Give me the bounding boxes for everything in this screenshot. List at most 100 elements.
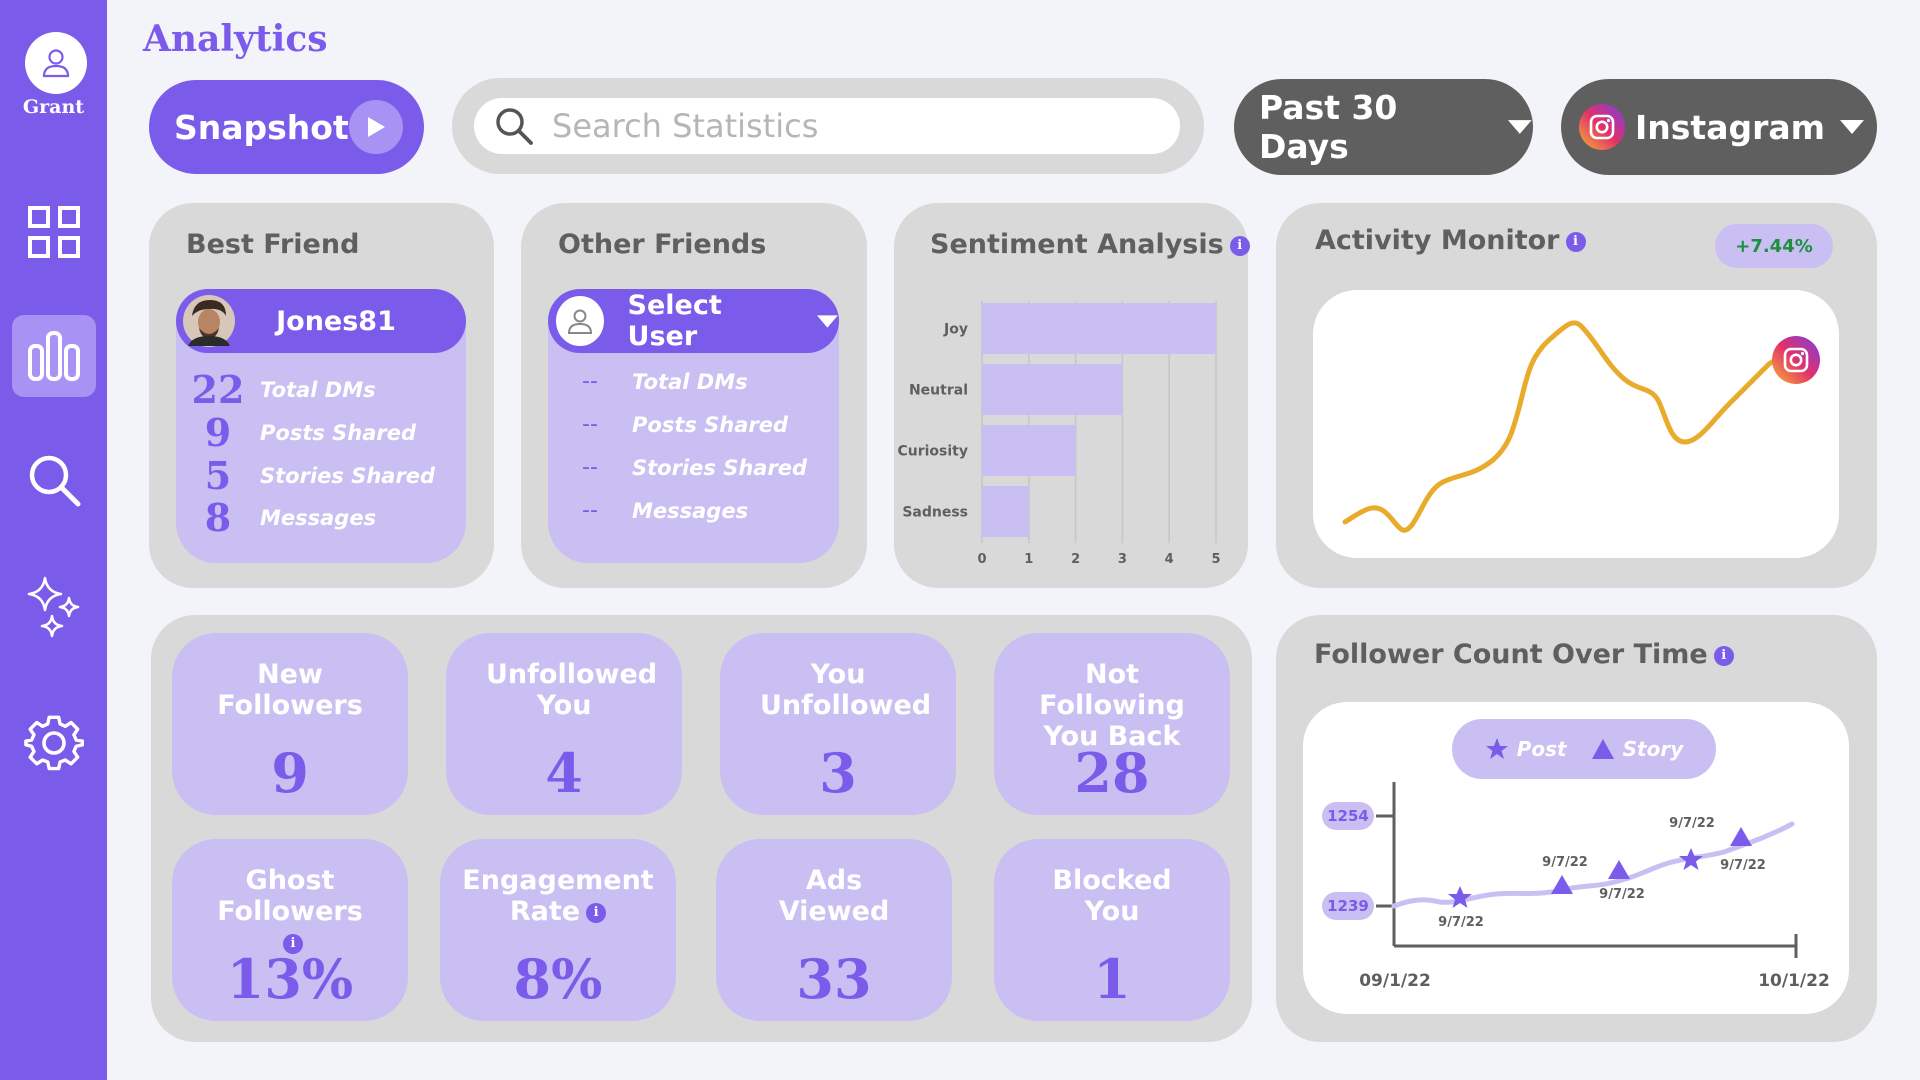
info-icon[interactable]: i — [586, 902, 607, 923]
search-field[interactable] — [474, 98, 1180, 154]
stat-row: -- Messages — [548, 498, 748, 523]
friend-avatar — [183, 295, 235, 347]
stat-row: -- Posts Shared — [548, 412, 788, 437]
stat-value: -- — [582, 412, 598, 437]
x-tick-label: 2 — [1071, 552, 1080, 567]
stat-label: Stories Shared — [632, 455, 808, 480]
star-icon — [1485, 738, 1508, 759]
x-tick-label: 1 — [1024, 552, 1033, 567]
marker-triangle — [1551, 875, 1573, 894]
chevron-down-icon — [1840, 120, 1865, 134]
category-label: Sadness — [902, 505, 968, 521]
stat-value: 22 — [191, 367, 245, 412]
follower-line-chart: 9/7/22 9/7/22 9/7/22 9/7/22 9/7/22 09/1/… — [1359, 782, 1830, 991]
sidebar-item-magic[interactable] — [0, 576, 107, 642]
tile-label: Unfollowed You — [486, 659, 658, 721]
other-friends-title: Other Friends — [558, 229, 767, 260]
tile-new-followers[interactable]: New Followers 9 — [172, 633, 408, 815]
legend-post: Post — [1485, 737, 1567, 761]
info-icon[interactable]: i — [283, 933, 303, 954]
user-name: Grant — [22, 96, 85, 118]
marker-triangle — [1608, 860, 1630, 879]
period-dropdown[interactable]: Past 30 Days — [1234, 79, 1533, 175]
tile-unfollowed-you[interactable]: Unfollowed You 4 — [446, 633, 682, 815]
user-icon — [42, 49, 70, 78]
grid-icon — [27, 206, 80, 258]
info-icon[interactable]: i — [1229, 235, 1250, 256]
tile-value: 28 — [1074, 741, 1150, 805]
stat-row: -- Stories Shared — [548, 455, 807, 480]
tile-engagement-rate[interactable]: Engagement Rate i 8% — [440, 839, 676, 1021]
stat-row: -- Total DMs — [548, 369, 748, 394]
search-input[interactable] — [552, 107, 1112, 145]
y-axis-high: 1254 — [1322, 802, 1374, 830]
bar-curiosity — [982, 425, 1076, 476]
sidebar-item-settings[interactable] — [0, 713, 107, 773]
stat-label: Posts Shared — [260, 420, 417, 445]
sidebar-item-analytics-icon-wrap — [0, 330, 107, 382]
play-icon — [349, 100, 403, 154]
activity-chart-panel — [1313, 290, 1839, 558]
sentiment-title-text: Sentiment Analysis — [930, 229, 1224, 260]
stat-row: 9 Posts Shared — [176, 410, 416, 455]
bar-neutral — [982, 364, 1123, 415]
sidebar: Grant — [0, 0, 107, 1080]
platform-label: Instagram — [1635, 107, 1826, 147]
tile-ghost-followers[interactable]: Ghost Followers i 13% — [172, 839, 408, 1021]
platform-dropdown[interactable]: Instagram — [1561, 79, 1877, 175]
category-label: Joy — [943, 322, 968, 338]
snapshot-button[interactable]: Snapshot — [149, 80, 424, 174]
marker-triangle — [1730, 827, 1752, 846]
user-placeholder-avatar — [556, 296, 604, 346]
best-friend-header[interactable]: Jones81 — [176, 289, 466, 353]
info-icon[interactable]: i — [1565, 231, 1586, 252]
sidebar-item-analytics[interactable] — [12, 315, 96, 397]
stat-value: 8 — [204, 495, 232, 540]
sparkles-icon — [27, 576, 79, 638]
user-icon — [567, 309, 592, 334]
activity-line — [1342, 320, 1786, 533]
tile-label: Ghost Followers i — [172, 865, 408, 958]
search-bar — [452, 78, 1204, 174]
sidebar-item-search[interactable] — [0, 452, 107, 508]
best-friend-name: Jones81 — [276, 305, 396, 337]
follower-line — [1391, 821, 1795, 909]
select-user-dropdown[interactable]: Select User — [548, 289, 839, 353]
sidebar-item-dashboard[interactable] — [0, 205, 107, 259]
stat-value: -- — [582, 455, 598, 480]
activity-card: Activity Monitor i — [1276, 203, 1877, 588]
gear-icon — [23, 715, 84, 771]
legend-story: Story — [1591, 737, 1683, 761]
best-friend-panel: Jones81 22 Total DMs 9 Posts Shared 5 St… — [176, 289, 466, 563]
user-avatar[interactable] — [25, 32, 87, 94]
sentiment-card: Sentiment Analysis i 0 1 2 3 4 5 Joy Neutral Curi… — [894, 203, 1250, 588]
tile-value: 8% — [513, 947, 603, 1011]
tile-value: 3 — [819, 741, 857, 805]
tile-you-unfollowed[interactable]: You Unfollowed 3 — [720, 633, 956, 815]
stat-value: 9 — [204, 410, 232, 455]
x-tick-label: 5 — [1211, 552, 1220, 567]
marker-label: 9/7/22 — [1599, 887, 1645, 902]
tile-ads-viewed[interactable]: Ads Viewed 33 — [716, 839, 952, 1021]
stat-row: 22 Total DMs — [176, 367, 376, 412]
tile-label: Not Following You Back — [1039, 659, 1185, 752]
marker-label: 9/7/22 — [1542, 855, 1588, 870]
other-friends-panel: Select User -- Total DMs -- Posts Shared… — [548, 289, 839, 563]
stat-value: 5 — [204, 453, 232, 498]
search-icon — [496, 108, 533, 145]
chevron-down-icon — [817, 314, 839, 328]
tile-blocked-you[interactable]: Blocked You 1 — [994, 839, 1230, 1021]
stat-label: Total DMs — [260, 377, 376, 402]
best-friend-card: Best Friend Jones81 22 Total DMs 9 Posts… — [149, 203, 494, 588]
tile-label: You Unfollowed — [760, 659, 932, 721]
info-icon[interactable]: i — [1713, 645, 1734, 666]
tile-label: Ads Viewed — [778, 865, 890, 927]
x-tick-label: 3 — [1118, 552, 1127, 567]
activity-change-badge: +7.44% — [1715, 224, 1833, 268]
tile-label: Blocked You — [1052, 865, 1172, 927]
tile-not-following-back[interactable]: Not Following You Back 28 — [994, 633, 1230, 815]
marker-label: 9/7/22 — [1720, 858, 1766, 873]
marker-label: 9/7/22 — [1669, 816, 1715, 831]
tile-value: 9 — [271, 741, 309, 805]
y-axis-low: 1239 — [1322, 892, 1374, 920]
